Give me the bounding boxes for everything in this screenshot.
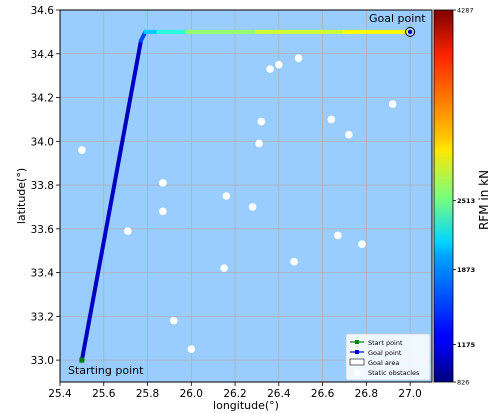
- y-ticks: 33.0 33.2 33.4 33.6 33.8 34.0 34.2 34.4 34.6: [31, 5, 60, 367]
- plot-background: [60, 10, 432, 382]
- y-tick-label: 33.4: [31, 268, 55, 280]
- obstacle-point: [334, 231, 342, 240]
- plot-frame: [59, 9, 433, 383]
- goal-area-legend-swatch: [349, 358, 365, 366]
- x-tick-label: 27.0: [398, 388, 421, 400]
- legend-label: Goal point: [368, 349, 402, 357]
- colorbar-label: RFM in kN: [477, 170, 491, 230]
- y-tick-label: 33.8: [31, 180, 54, 192]
- colorbar: [433, 9, 454, 383]
- obstacle-point: [159, 207, 167, 216]
- obstacle-point: [275, 60, 283, 69]
- obstacle-point: [327, 115, 336, 124]
- y-tick-label: 34.4: [31, 49, 55, 61]
- y-axis-label: latitude(°): [15, 168, 28, 224]
- obstacle-point: [187, 345, 196, 353]
- path-segment: [79, 38, 143, 363]
- obstacle-point: [220, 264, 228, 273]
- colorbar-ticks: 826 1175 1873 2513 4287: [453, 7, 476, 387]
- path-markers: [79, 26, 416, 363]
- x-tick-label: 25.4: [48, 388, 72, 400]
- x-tick-label: 26.4: [267, 388, 291, 400]
- y-tick-label: 34.2: [31, 93, 54, 105]
- legend: Start point Goal point Goal area Static …: [345, 333, 431, 381]
- obstacle-point: [266, 65, 274, 73]
- annotation-goal-point: Goal point: [369, 12, 426, 25]
- goal-area-marker: [405, 26, 416, 37]
- obstacle-point: [124, 227, 132, 235]
- x-tick-label: 26.8: [355, 388, 378, 400]
- legend-label: Static obstacles: [368, 369, 420, 377]
- annotation-starting-point: Starting point: [68, 364, 144, 377]
- x-axis-label: longitude(°): [213, 399, 279, 412]
- obstacle-point: [169, 316, 178, 325]
- legend-entry-start-point: Start point: [350, 339, 403, 347]
- obstacle-point: [248, 203, 257, 211]
- x-tick-label: 26.6: [311, 388, 335, 400]
- x-tick-label: 25.6: [92, 388, 116, 400]
- y-tick-label: 33.0: [31, 355, 54, 367]
- legend-label: Start point: [368, 339, 403, 347]
- colorbar-tick-label: 1873: [457, 266, 475, 274]
- goal-point-marker: [407, 28, 414, 35]
- legend-entry-goal-area: Goal area: [349, 358, 399, 367]
- legend-label: Goal area: [368, 359, 399, 367]
- obstacle-point: [78, 146, 86, 154]
- obstacle-point: [345, 130, 353, 139]
- x-ticks: 25.4 25.6 25.8 26.0 26.2 26.4 26.6 26.8 27.0: [48, 382, 422, 400]
- static-obstacles: [78, 54, 397, 353]
- x-tick-label: 26.2: [223, 388, 246, 400]
- start-point-marker: [79, 357, 85, 363]
- colorbar-tick-label: 826: [457, 379, 469, 387]
- legend-entry-goal-point: Goal point: [350, 349, 402, 357]
- y-tick-label: 34.0: [31, 136, 54, 148]
- y-tick-label: 33.6: [31, 224, 55, 236]
- legend-entry-static-obstacles: Static obstacles: [353, 369, 420, 377]
- goal-point-legend-swatch: [355, 350, 359, 354]
- rfm-path: [79, 29, 413, 363]
- obstacle-point: [358, 240, 366, 248]
- obstacle-point: [294, 54, 303, 62]
- obstacle-point: [388, 100, 397, 108]
- colorbar-tick-label: 4287: [457, 7, 474, 15]
- x-tick-label: 26.0: [180, 388, 203, 400]
- y-tick-label: 34.6: [31, 5, 55, 17]
- obstacle-point: [290, 257, 298, 266]
- y-tick-label: 33.2: [31, 311, 54, 323]
- obstacle-point: [159, 179, 167, 187]
- x-tick-label: 25.8: [136, 388, 159, 400]
- obstacle-point: [222, 192, 231, 200]
- obstacle-legend-swatch: [353, 369, 361, 377]
- obstacle-point: [255, 139, 263, 148]
- colorbar-tick-label: 2513: [457, 197, 475, 205]
- obstacle-point: [257, 117, 266, 126]
- colorbar-tick-label: 1175: [457, 341, 476, 349]
- start-point-legend-swatch: [355, 340, 359, 344]
- legend-box: [345, 333, 431, 381]
